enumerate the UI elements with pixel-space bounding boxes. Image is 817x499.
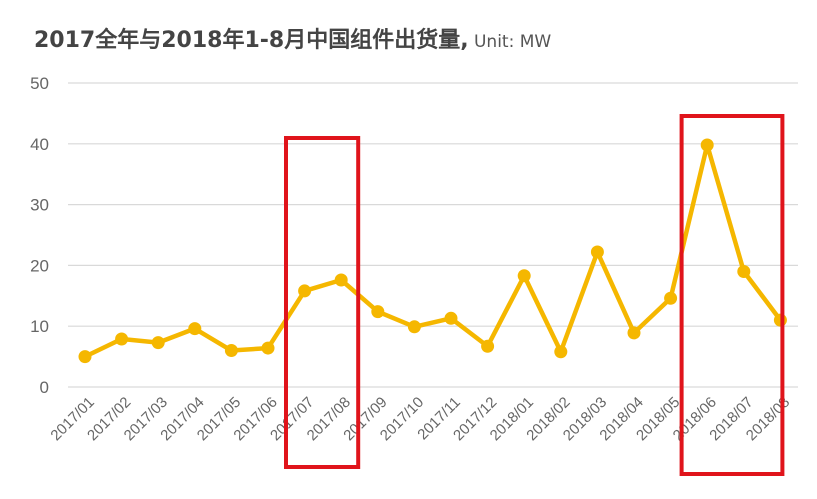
data-point: [188, 322, 202, 336]
data-point: [444, 311, 458, 325]
chart-title-main: 2017全年与2018年1-8月中国组件出货量,: [34, 28, 469, 53]
data-point: [664, 291, 678, 305]
highlight-box: [284, 136, 361, 469]
data-point: [737, 264, 751, 278]
y-tick-label: 0: [40, 378, 49, 397]
data-point: [517, 269, 531, 283]
data-point: [700, 138, 714, 152]
data-point: [334, 273, 348, 287]
series-line: [82, 142, 783, 359]
y-tick-label: 10: [30, 317, 49, 336]
data-point: [261, 341, 275, 355]
data-point: [298, 284, 312, 298]
data-point: [554, 345, 568, 359]
data-point: [627, 326, 641, 340]
data-point: [78, 350, 92, 364]
highlight-box: [679, 114, 785, 476]
data-point: [224, 344, 238, 358]
data-point: [371, 305, 385, 319]
data-point: [115, 332, 129, 346]
y-tick-label: 40: [30, 135, 49, 154]
chart-title: 2017全年与2018年1-8月中国组件出货量, Unit: MW: [34, 22, 551, 54]
y-tick-label: 50: [30, 74, 49, 93]
data-point: [151, 336, 165, 350]
y-tick-label: 30: [30, 196, 49, 215]
chart-title-unit: Unit: MW: [468, 32, 552, 52]
y-tick-label: 20: [30, 256, 49, 275]
data-point: [590, 245, 604, 259]
data-point: [481, 339, 495, 353]
data-point: [407, 320, 421, 334]
